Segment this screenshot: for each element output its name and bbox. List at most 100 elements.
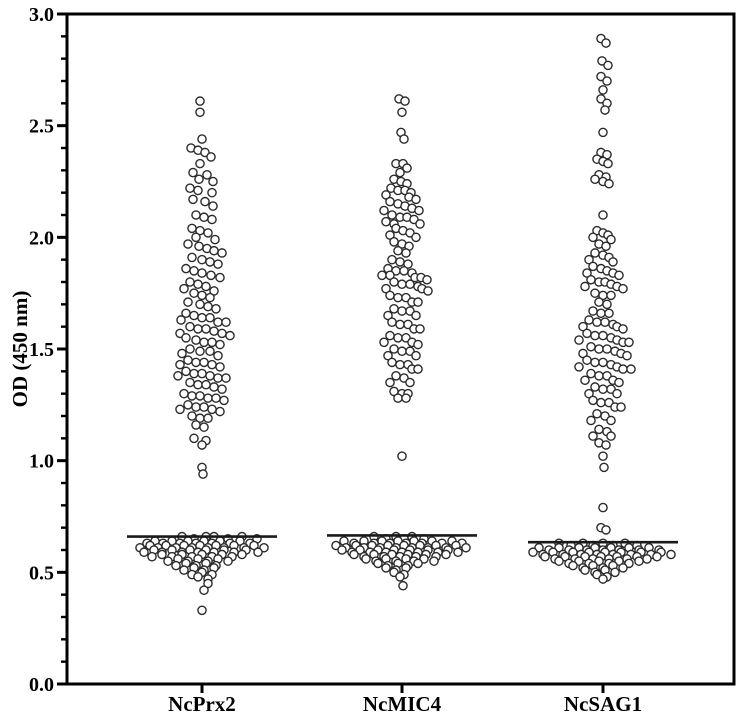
y-tick-label: 0.0 bbox=[29, 674, 54, 696]
data-point bbox=[393, 292, 403, 303]
data-point bbox=[199, 402, 209, 412]
data-point bbox=[193, 324, 203, 334]
data-point bbox=[195, 346, 205, 357]
data-point bbox=[197, 605, 207, 616]
data-point bbox=[199, 585, 209, 596]
data-point bbox=[191, 420, 201, 430]
data-point bbox=[395, 359, 405, 370]
data-point bbox=[389, 303, 399, 314]
data-point bbox=[207, 187, 217, 198]
data-point bbox=[181, 263, 191, 274]
data-point bbox=[598, 127, 608, 138]
data-point bbox=[187, 252, 197, 263]
data-point bbox=[193, 185, 203, 196]
data-point bbox=[213, 317, 223, 328]
plot-frame bbox=[65, 12, 736, 686]
data-point bbox=[349, 549, 359, 560]
data-point bbox=[199, 337, 209, 348]
data-point bbox=[171, 560, 181, 571]
data-point bbox=[373, 558, 383, 569]
data-point bbox=[618, 283, 628, 294]
data-point bbox=[411, 232, 421, 243]
data-point bbox=[540, 551, 550, 562]
data-point bbox=[188, 167, 198, 178]
data-point bbox=[399, 266, 409, 276]
data-point bbox=[422, 274, 432, 285]
data-point bbox=[179, 388, 189, 399]
data-point bbox=[185, 344, 195, 354]
data-point bbox=[215, 272, 225, 283]
data-point bbox=[586, 415, 596, 426]
data-point bbox=[590, 330, 600, 341]
data-point bbox=[195, 299, 205, 310]
data-point bbox=[177, 348, 187, 359]
data-point bbox=[586, 274, 596, 285]
data-point bbox=[606, 415, 616, 426]
data-point bbox=[183, 355, 193, 365]
data-point bbox=[183, 297, 193, 307]
data-point bbox=[223, 556, 233, 566]
data-point bbox=[207, 337, 217, 348]
data-point bbox=[211, 393, 221, 403]
data-point bbox=[203, 301, 213, 312]
data-point bbox=[217, 384, 227, 395]
data-point bbox=[601, 525, 611, 535]
data-point bbox=[225, 330, 235, 341]
data-point bbox=[568, 560, 578, 571]
data-point bbox=[175, 359, 185, 370]
data-point bbox=[580, 375, 590, 386]
data-point bbox=[197, 368, 207, 379]
data-point bbox=[173, 370, 183, 381]
data-point bbox=[195, 391, 205, 401]
data-point bbox=[385, 330, 395, 341]
data-point bbox=[201, 324, 211, 334]
y-tick-label: 1.5 bbox=[29, 339, 54, 361]
data-point bbox=[601, 440, 611, 450]
x-category-label-ncprx2: NcPrx2 bbox=[168, 692, 236, 716]
data-point bbox=[580, 281, 590, 292]
data-point bbox=[200, 196, 210, 207]
data-point bbox=[195, 107, 205, 118]
data-point bbox=[598, 574, 608, 584]
data-point bbox=[441, 549, 451, 560]
data-point bbox=[193, 379, 203, 390]
data-point bbox=[379, 205, 389, 216]
data-point bbox=[588, 261, 598, 272]
data-point bbox=[592, 317, 602, 328]
data-point bbox=[185, 377, 195, 388]
data-point bbox=[197, 254, 207, 265]
data-point bbox=[402, 163, 412, 173]
data-point bbox=[385, 377, 395, 388]
data-point bbox=[195, 96, 205, 106]
data-point bbox=[603, 158, 613, 169]
data-point bbox=[147, 551, 157, 562]
data-point bbox=[385, 196, 395, 207]
data-point bbox=[461, 542, 471, 553]
data-point bbox=[600, 105, 610, 115]
data-point bbox=[393, 245, 403, 256]
data-point bbox=[202, 169, 212, 180]
data-point bbox=[608, 257, 618, 267]
data-point bbox=[612, 388, 622, 399]
data-point bbox=[588, 395, 598, 406]
data-point bbox=[221, 373, 231, 383]
data-point bbox=[574, 362, 584, 372]
data-point bbox=[183, 400, 193, 410]
data-point bbox=[596, 397, 606, 408]
data-point bbox=[618, 364, 628, 374]
data-point bbox=[606, 234, 616, 245]
data-point bbox=[191, 357, 201, 368]
data-point bbox=[429, 556, 439, 566]
data-point bbox=[157, 549, 167, 560]
data-point bbox=[391, 370, 401, 381]
data-point bbox=[187, 391, 197, 401]
data-point bbox=[415, 219, 425, 229]
data-point bbox=[397, 107, 407, 118]
data-point bbox=[387, 357, 397, 368]
data-point bbox=[199, 357, 209, 368]
data-point bbox=[175, 404, 185, 415]
data-point bbox=[215, 406, 225, 417]
data-point bbox=[206, 270, 216, 281]
data-point bbox=[584, 315, 594, 325]
data-point bbox=[213, 259, 223, 269]
